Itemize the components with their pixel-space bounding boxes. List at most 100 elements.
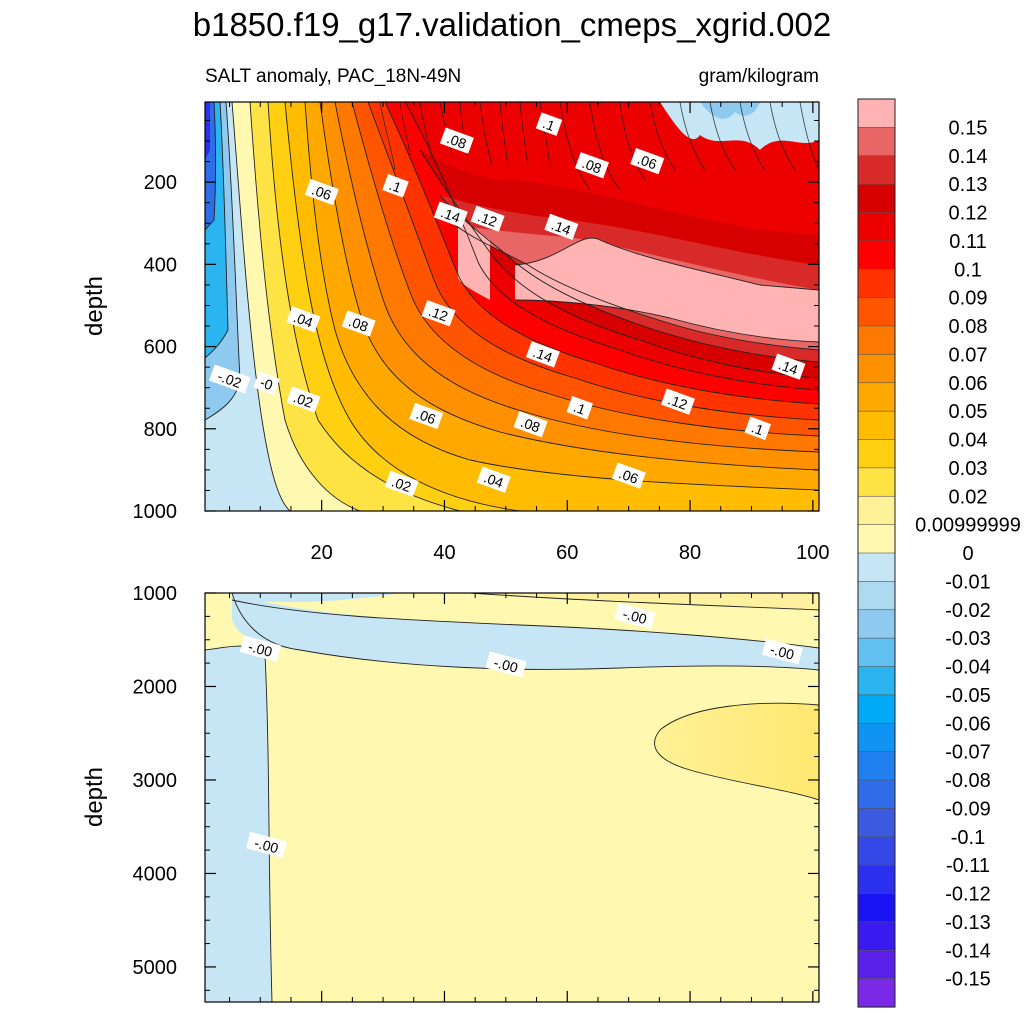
colorbar-label: 0.00999999 [915,515,1021,537]
contour-label-bg [384,470,419,497]
contour-label: -.00 [485,651,527,678]
colorbar-box [857,609,896,639]
contour-label: .1 [744,416,772,441]
colorbar-box [857,155,896,185]
colorbar-box [857,864,896,895]
contour-label-bg [409,402,444,430]
contour-label-bg [433,201,468,228]
colorbar-box [857,240,896,270]
colorbar-label: 0.06 [949,373,988,395]
colorbar-box [857,779,896,809]
contour-label-bg [304,178,339,206]
colorbar-box [857,495,896,526]
contour-label-bg [660,388,695,415]
lower-contour-labels: -.00 -.00 -.00 -.00 -.00 [239,602,803,859]
contour-label: -.00 [245,831,288,859]
x-tick-label: 60 [556,542,578,564]
colorbar-box [857,808,896,838]
colorbar-label: -0.14 [945,940,991,962]
colorbar-label: 0.12 [949,203,988,225]
contour-label-bg [421,300,456,327]
contour-label-text: .12 [476,208,500,230]
colorbar-label: 0 [962,543,973,565]
y-tick-label: 800 [144,419,177,441]
contour-label: .06 [630,148,665,175]
contour-label-bg [253,371,280,395]
colorbar-label: -0.08 [945,770,991,792]
contour-label: .14 [771,353,806,380]
contour-label-text: -.00 [768,641,796,663]
contour-label-text: .14 [776,356,800,378]
colorbar-box [857,893,896,923]
contour-label-text: .1 [387,177,404,196]
contour-label-bg [286,386,321,413]
contour-label: .04 [476,466,511,493]
contour-label: .06 [409,402,444,430]
colorbar-box [857,354,896,384]
contour-label-bg [771,353,806,380]
colorbar-label: -0.13 [945,912,991,934]
contour-label-text: .08 [347,313,371,335]
y-tick-label: 200 [144,172,177,194]
colorbar-box [857,722,896,753]
contour-label-text: .1 [571,399,588,418]
contour-label-bg [485,651,527,678]
upper-y-axis-label: depth [81,276,108,336]
x-tick-label: 100 [796,542,829,564]
colorbar-label: 0.03 [949,458,988,480]
colorbar-label: -0.03 [945,628,991,650]
colorbar-box [857,524,896,554]
contour-label-text: -0 [258,374,275,393]
colorbar-box [857,98,896,128]
contour-label-text: -.00 [247,638,275,660]
contour-label-text: .04 [291,309,315,331]
colorbar-label: -0.05 [945,685,991,707]
contour-label: .08 [341,310,376,337]
colorbar-box [857,694,896,724]
upper-panel-field [205,102,819,511]
contour-label: -.02 [208,364,251,394]
colorbar-label: -0.12 [945,884,991,906]
figure-title: b1850.f19_g17.validation_cmeps_xgrid.002 [193,6,831,43]
contour-label: .12 [421,300,456,327]
colorbar-label: -0.09 [945,798,991,820]
contour-label-text: -.02 [215,368,243,391]
contour-label: .04 [286,306,321,333]
colorbar-label: 0.07 [949,344,988,366]
contour-label-text: .08 [580,155,604,177]
contour-label: .14 [433,201,468,228]
colorbar-label: -0.07 [945,742,991,764]
colorbar-box [857,552,896,582]
contour-label: .12 [470,205,505,232]
colorbar-label: -0.02 [945,600,991,622]
colorbar-box [857,212,896,242]
contour-label: .06 [611,462,646,489]
contour-label-bg [525,341,560,368]
contour-label: .1 [566,396,593,420]
colorbar-box [857,439,896,469]
contour-label: -.00 [239,635,281,662]
colorbar-box [857,467,896,497]
contour-label-text: .12 [426,303,450,325]
contour-label-bg [744,416,772,441]
colorbar-label: -0.04 [945,657,991,679]
contour-label-bg [245,831,288,859]
lower-axes: 1000 2000 3000 4000 5000 [133,583,819,1002]
colorbar-label: 0.09 [949,288,988,310]
colorbar-box [857,666,896,696]
colorbar-box [857,637,896,668]
colorbar-box [857,581,896,611]
colorbar-label: 0.11 [949,231,986,253]
y-tick-label: 600 [144,337,177,359]
contour-label-text: .06 [310,182,334,204]
y-tick-label: 5000 [133,957,178,979]
contour-label-text: -.00 [621,606,649,628]
contour-label: .14 [544,213,579,241]
colorbar-label: -0.06 [945,713,991,735]
contour-label-text: .06 [617,465,641,487]
contour-label: .08 [439,127,474,154]
contour-label-text: .14 [531,344,555,366]
contour-label-bg [574,152,609,179]
contour-label-bg [761,638,803,665]
colorbar-label: -0.1 [951,827,985,849]
